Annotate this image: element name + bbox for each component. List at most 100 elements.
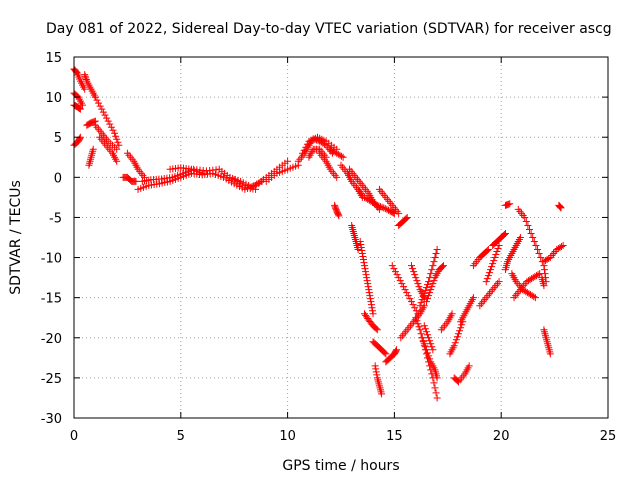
data-point [113, 157, 121, 165]
data-point [418, 296, 426, 304]
data-point [448, 310, 456, 318]
data-point [372, 200, 380, 208]
data-point [495, 278, 503, 286]
data-point [367, 298, 375, 306]
data-point [524, 221, 532, 229]
data-point [413, 277, 421, 285]
data-point [402, 214, 410, 222]
data-point [107, 123, 115, 131]
data-point [483, 275, 491, 283]
data-point [373, 326, 381, 334]
data-point [425, 352, 433, 360]
data-point [364, 283, 372, 291]
data-point [457, 324, 465, 332]
data-point [420, 290, 428, 298]
data-point [410, 268, 418, 276]
data-point [531, 294, 539, 302]
data-point [381, 205, 389, 213]
data-point [396, 277, 404, 285]
data-point [403, 289, 411, 297]
data-point [362, 271, 370, 279]
axis-ticks [73, 56, 609, 419]
data-point [380, 204, 388, 212]
chart-grid [74, 57, 608, 418]
data-point [521, 213, 529, 221]
data-point [335, 212, 343, 220]
data-point [363, 277, 371, 285]
x-tick-labels: 0 5 10 15 20 25 [70, 429, 616, 444]
data-point [418, 334, 426, 342]
data-point [559, 242, 567, 250]
data-point [454, 330, 462, 338]
data-point [373, 201, 381, 209]
data-point [417, 299, 425, 307]
data-point [361, 265, 369, 273]
data-point [109, 126, 117, 134]
data-point [431, 254, 439, 262]
data-point [529, 234, 537, 241]
data-point [489, 260, 497, 268]
data-point [532, 242, 540, 250]
data-point [96, 102, 104, 110]
data-point [399, 283, 407, 291]
data-point [76, 105, 84, 113]
data-point [557, 204, 565, 212]
data-point [401, 286, 409, 294]
data-point [491, 254, 499, 262]
data-point [422, 346, 430, 354]
data-point [403, 213, 411, 221]
data-point [556, 203, 564, 211]
data-point [421, 343, 429, 351]
data-point [362, 268, 370, 276]
x-axis-label: GPS time / hours [282, 458, 399, 474]
data-point [540, 266, 548, 274]
data-point [427, 270, 435, 278]
data-point [82, 75, 90, 83]
data-point [485, 269, 493, 277]
data-point [284, 157, 292, 165]
data-point [431, 384, 439, 392]
data-point [411, 304, 419, 312]
data-point [98, 105, 106, 113]
data-point [82, 74, 90, 82]
data-point [412, 274, 420, 282]
data-point [433, 394, 441, 402]
data-point [391, 268, 399, 276]
data-point [81, 85, 89, 93]
data-point [433, 246, 441, 254]
data-point [428, 283, 436, 291]
data-point [395, 209, 403, 217]
data-point [494, 245, 502, 253]
data-point [132, 177, 140, 185]
data-point [535, 250, 543, 258]
data-point [333, 173, 341, 181]
data-point [430, 258, 438, 266]
data-point [390, 265, 398, 273]
data-point [501, 229, 509, 237]
data-points [70, 65, 567, 402]
data-point [414, 320, 422, 328]
data-point [378, 203, 386, 211]
data-point [469, 294, 477, 302]
data-point [106, 120, 114, 128]
data-point [79, 101, 87, 109]
data-point [378, 390, 386, 398]
data-point [428, 343, 436, 351]
data-point [75, 104, 83, 112]
data-point [371, 362, 379, 370]
data-point [358, 247, 366, 255]
data-point [363, 274, 371, 282]
y-tick-label: -10 [41, 252, 62, 267]
data-point [422, 328, 430, 336]
y-tick-label: 0 [54, 171, 62, 186]
data-point [428, 266, 436, 274]
data-point [440, 262, 448, 270]
y-tick-label: -20 [41, 332, 62, 347]
data-point [534, 246, 542, 254]
data-point [416, 302, 424, 310]
y-tick-label: -25 [41, 372, 62, 387]
data-point [303, 140, 311, 148]
data-point [422, 298, 430, 306]
data-point [417, 330, 425, 338]
data-point [406, 295, 414, 303]
